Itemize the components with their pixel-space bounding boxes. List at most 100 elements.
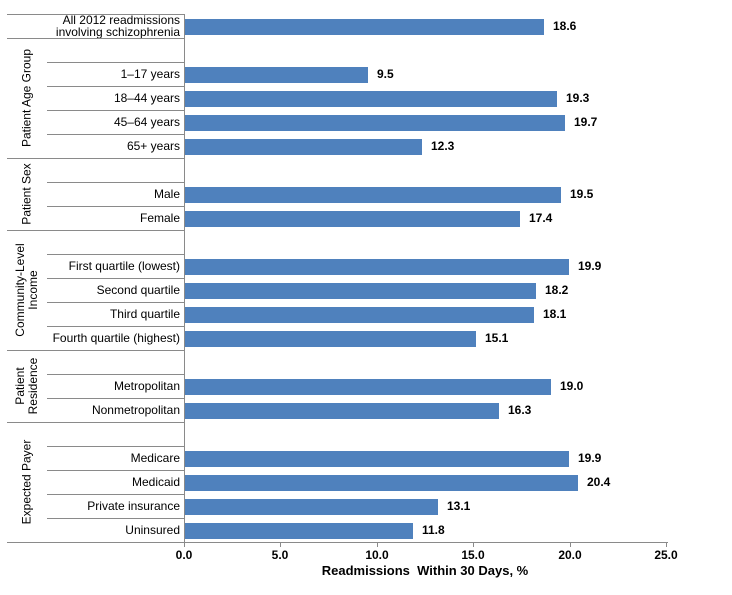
category-label: Male	[153, 187, 180, 201]
bar-value-label: 19.3	[566, 91, 590, 105]
group-separator-line	[7, 542, 184, 543]
group-separator-line	[7, 230, 184, 231]
bar	[185, 331, 476, 347]
category-label: Nonmetropolitan	[91, 403, 180, 417]
bar	[185, 523, 413, 539]
group-separator-line	[7, 38, 184, 39]
category-tick-line	[47, 134, 184, 135]
category-tick-line	[47, 398, 184, 399]
group-label: Community-Level Income	[7, 230, 47, 350]
category-tick-line	[47, 518, 184, 519]
bar-value-label: 19.9	[578, 451, 602, 465]
y-axis-line	[184, 14, 185, 542]
bar	[185, 91, 557, 107]
bar-value-label: 18.1	[543, 307, 567, 321]
bar	[185, 451, 569, 467]
x-axis-tick	[184, 543, 185, 547]
bar	[185, 403, 499, 419]
bar	[185, 307, 534, 323]
bar-value-label: 16.3	[508, 403, 532, 417]
group-label: Patient Sex	[7, 158, 47, 230]
bar	[185, 19, 544, 35]
bar-value-label: 19.7	[574, 115, 598, 129]
category-tick-line	[47, 470, 184, 471]
x-axis-tick	[280, 543, 281, 547]
category-label: Metropolitan	[113, 379, 180, 393]
category-label: Fourth quartile (highest)	[52, 331, 180, 345]
bar-value-label: 11.8	[422, 523, 445, 537]
x-axis-tick	[377, 543, 378, 547]
bar	[185, 283, 536, 299]
x-axis-tick	[473, 543, 474, 547]
category-label: Second quartile	[96, 283, 180, 297]
group-label: Patient Age Group	[7, 38, 47, 158]
category-label: First quartile (lowest)	[68, 259, 180, 273]
category-tick-line	[47, 110, 184, 111]
category-tick-line	[47, 302, 184, 303]
category-label: All 2012 readmissions involving schizoph…	[55, 13, 180, 39]
bar-value-label: 17.4	[529, 211, 553, 225]
group-label-text: Patient Sex	[19, 163, 34, 225]
x-axis-tick-label: 15.0	[461, 548, 485, 562]
bar-value-label: 20.4	[587, 475, 611, 489]
group-separator-line	[7, 158, 184, 159]
x-axis-tick	[570, 543, 571, 547]
bar	[185, 475, 578, 491]
bar	[185, 187, 561, 203]
category-label: Private insurance	[87, 499, 180, 513]
category-label: 45–64 years	[113, 115, 180, 129]
bar	[185, 379, 551, 395]
x-axis-tick	[666, 543, 667, 547]
bar	[185, 499, 438, 515]
bar	[185, 67, 368, 83]
bar-value-label: 19.9	[578, 259, 602, 273]
bar-value-label: 19.5	[570, 187, 594, 201]
bar-value-label: 12.3	[431, 139, 455, 153]
category-tick-line	[47, 374, 184, 375]
category-label: 18–44 years	[113, 91, 180, 105]
x-axis-title: Readmissions Within 30 Days, %	[321, 563, 529, 578]
category-tick-line	[47, 494, 184, 495]
group-label-text: Patient Age Group	[19, 48, 34, 148]
bar-value-label: 18.2	[545, 283, 569, 297]
category-tick-line	[47, 446, 184, 447]
group-separator-line	[7, 14, 184, 15]
group-separator-line	[7, 350, 184, 351]
x-axis-tick-label: 0.0	[175, 548, 193, 562]
bar-value-label: 15.1	[485, 331, 509, 345]
bar-value-label: 19.0	[560, 379, 584, 393]
bar	[185, 211, 520, 227]
category-label: 1–17 years	[120, 67, 180, 81]
bar	[185, 259, 569, 275]
group-label: Patient Residence	[7, 350, 47, 422]
x-axis-line	[184, 542, 668, 543]
group-label-text: Community-Level Income	[13, 243, 40, 337]
category-tick-line	[47, 62, 184, 63]
category-label: Third quartile	[109, 307, 180, 321]
category-tick-line	[47, 254, 184, 255]
bar	[185, 115, 565, 131]
category-tick-line	[47, 182, 184, 183]
category-tick-line	[47, 86, 184, 87]
category-label: Female	[139, 211, 180, 225]
x-axis-tick-label: 25.0	[654, 548, 678, 562]
category-label: Uninsured	[125, 523, 180, 537]
group-label-text: Expected Payer	[19, 439, 34, 525]
category-tick-line	[47, 206, 184, 207]
x-axis-tick-label: 10.0	[365, 548, 389, 562]
category-label: Medicare	[130, 451, 180, 465]
x-axis-tick-label: 20.0	[558, 548, 582, 562]
bar-value-label: 18.6	[553, 19, 577, 33]
x-axis-tick-label: 5.0	[271, 548, 289, 562]
bar-value-label: 9.5	[377, 67, 394, 81]
category-label: 65+ years	[126, 139, 180, 153]
group-label: Expected Payer	[7, 422, 47, 542]
bar-value-label: 13.1	[447, 499, 471, 513]
category-label: Medicaid	[131, 475, 180, 489]
group-separator-line	[7, 422, 184, 423]
bar	[185, 139, 422, 155]
category-tick-line	[47, 326, 184, 327]
category-tick-line	[47, 278, 184, 279]
group-label-text: Patient Residence	[13, 357, 40, 415]
